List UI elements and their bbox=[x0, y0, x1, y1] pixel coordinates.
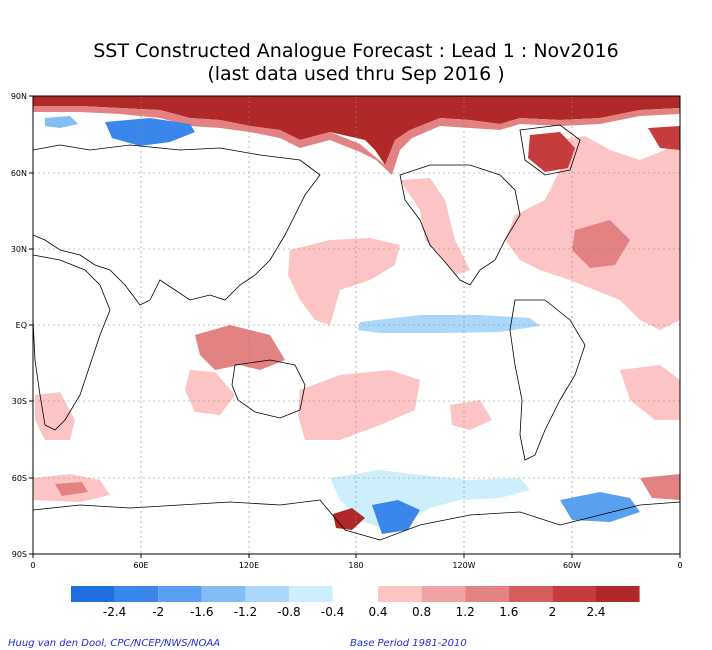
anomaly-shading bbox=[33, 96, 680, 534]
credit-author: Huug van den Dool, CPC/NCEP/NWS/NOAA bbox=[8, 638, 221, 649]
longitude-labels: 0 60E 120E 180 120W 60W 0 bbox=[30, 561, 682, 570]
graticule bbox=[33, 96, 680, 554]
colorbar-swatch-positive bbox=[421, 586, 466, 602]
lat-label-60n: 60N bbox=[11, 169, 27, 178]
lat-label-60s: 60S bbox=[12, 474, 27, 483]
north-atlantic-core bbox=[572, 220, 630, 268]
colorbar-label: 1.2 bbox=[456, 605, 475, 619]
colorbar: -2.4 -2 -1.6 -1.2 -0.8 -0.4 0.4 0.8 1.2 1.6 2 2.4 bbox=[71, 586, 640, 619]
colorbar-label: 0.8 bbox=[412, 605, 431, 619]
greenland-warm bbox=[528, 132, 575, 172]
colorbar-swatch-positive bbox=[465, 586, 509, 602]
maritime-continent-warm bbox=[195, 325, 285, 370]
colorbar-label: -2.4 bbox=[103, 605, 126, 619]
south-pacific-warm bbox=[298, 370, 420, 440]
lat-label-30s: 30S bbox=[12, 397, 27, 406]
colorbar-label: 1.6 bbox=[499, 605, 518, 619]
africa-coast bbox=[33, 254, 111, 431]
siberia-cold-patch bbox=[105, 118, 195, 146]
colorbar-swatch-positive bbox=[596, 586, 640, 602]
lon-label-120e: 120E bbox=[239, 561, 259, 570]
southeast-pacific-warm bbox=[450, 400, 492, 430]
colorbar-label: 2 bbox=[549, 605, 557, 619]
colorbar-label: 2.4 bbox=[586, 605, 605, 619]
lon-label-120w: 120W bbox=[452, 561, 475, 570]
lat-label-90n: 90N bbox=[11, 92, 27, 101]
south-america-coast bbox=[509, 299, 586, 461]
colorbar-swatch-negative bbox=[71, 586, 115, 602]
map-title-line2: (last data used thru Sep 2016 ) bbox=[207, 63, 505, 85]
north-pacific-warm bbox=[288, 238, 400, 325]
eurasia-coast bbox=[33, 144, 321, 306]
greenland-coast bbox=[519, 124, 581, 176]
colorbar-swatch-negative bbox=[245, 586, 289, 602]
labrador-warm bbox=[648, 126, 680, 150]
map-title-line1: SST Constructed Analogue Forecast : Lead… bbox=[93, 40, 619, 62]
south-atlantic-warm bbox=[620, 365, 680, 420]
lon-label-180: 180 bbox=[348, 561, 363, 570]
equatorial-cold-tongue bbox=[358, 315, 540, 333]
colorbar-label: -1.2 bbox=[234, 605, 257, 619]
coastlines bbox=[33, 124, 680, 541]
colorbar-label: -2 bbox=[152, 605, 164, 619]
colorbar-label: -1.6 bbox=[190, 605, 213, 619]
lon-label-0-left: 0 bbox=[30, 561, 35, 570]
antarctica-coast bbox=[33, 499, 680, 541]
colorbar-label: -0.4 bbox=[321, 605, 344, 619]
ross-sea-cold-core bbox=[372, 500, 420, 534]
lat-label-30n: 30N bbox=[11, 245, 27, 254]
colorbar-label: 0.4 bbox=[368, 605, 387, 619]
southern-ocean-warm-east bbox=[640, 474, 680, 500]
lon-label-60w: 60W bbox=[563, 561, 581, 570]
colorbar-swatch-negative bbox=[158, 586, 202, 602]
colorbar-swatch-negative bbox=[114, 586, 159, 602]
latitude-labels: 90N 60N 30N EQ 30S 60S 90S bbox=[11, 92, 27, 559]
ne-pacific-warm bbox=[400, 178, 470, 275]
north-america-coast bbox=[399, 164, 521, 286]
credit-base-period: Base Period 1981-2010 bbox=[350, 638, 467, 649]
colorbar-swatch-negative bbox=[289, 586, 333, 602]
axis-ticks bbox=[29, 95, 681, 558]
lat-label-90s: 90S bbox=[12, 550, 27, 559]
indian-ocean-warm bbox=[185, 370, 235, 415]
colorbar-swatch-negative bbox=[201, 586, 246, 602]
barents-cold-patch bbox=[45, 116, 78, 128]
south-atlantic-warm-east bbox=[35, 392, 75, 440]
lat-label-eq: EQ bbox=[16, 321, 27, 330]
weddell-cold bbox=[560, 492, 640, 522]
lon-label-60e: 60E bbox=[133, 561, 148, 570]
arctic-outer-warm bbox=[33, 106, 680, 175]
australia-coast bbox=[231, 359, 306, 419]
colorbar-swatch-positive bbox=[508, 586, 553, 602]
colorbar-swatch-positive bbox=[378, 586, 422, 602]
southern-ocean-warm-core bbox=[55, 482, 88, 496]
ross-sea-warm bbox=[333, 508, 365, 530]
colorbar-label: -0.8 bbox=[277, 605, 300, 619]
lon-label-0-right: 0 bbox=[677, 561, 682, 570]
colorbar-swatch-positive bbox=[552, 586, 596, 602]
arctic-warm-region bbox=[33, 96, 680, 165]
